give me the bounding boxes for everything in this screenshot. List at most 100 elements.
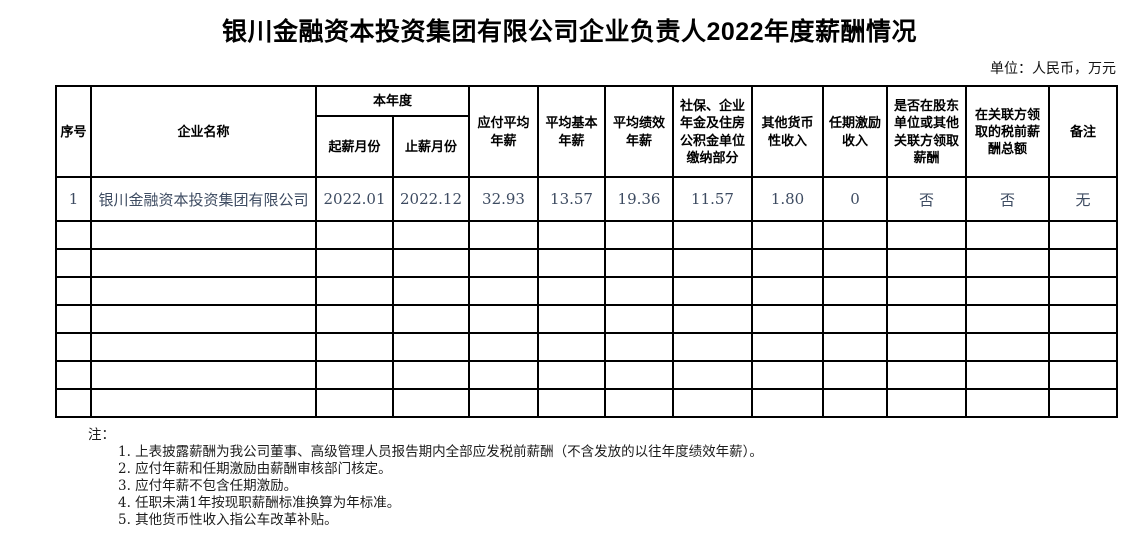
empty-cell: [55, 388, 92, 418]
footnotes-label: 注：: [88, 427, 115, 443]
empty-cell: [965, 360, 1051, 390]
empty-cell: [468, 220, 540, 250]
empty-cell: [751, 220, 825, 250]
empty-cell: [90, 360, 317, 390]
empty-cell: [751, 276, 825, 306]
header-avg-performance-annual-salary: 平均绩效年薪: [604, 85, 675, 178]
empty-cell: [672, 276, 754, 306]
empty-cell: [55, 360, 92, 390]
empty-table-row: [55, 276, 1119, 306]
empty-cell: [315, 388, 394, 418]
empty-cell: [468, 388, 540, 418]
empty-cell: [468, 360, 540, 390]
empty-cell: [537, 388, 607, 418]
header-avg-basic-annual-salary: 平均基本年薪: [537, 85, 607, 178]
empty-cell: [55, 304, 92, 334]
empty-cell: [751, 248, 825, 278]
empty-cell: [751, 388, 825, 418]
empty-cell: [90, 276, 317, 306]
header-payable-avg-annual-salary: 应付平均年薪: [468, 85, 540, 178]
empty-cell: [537, 332, 607, 362]
empty-cell: [604, 220, 675, 250]
empty-cell: [537, 248, 607, 278]
cell-social-insurance: 11.57: [672, 176, 754, 222]
empty-table-row: [55, 388, 1119, 418]
footnote-item: 3. 应付年薪不包含任期激励。: [118, 478, 298, 494]
table-row: 1 银川金融资本投资集团有限公司 2022.01 2022.12 32.93 1…: [55, 176, 1119, 222]
empty-cell: [55, 248, 92, 278]
empty-cell: [537, 360, 607, 390]
empty-cell: [672, 304, 754, 334]
empty-cell: [315, 332, 394, 362]
empty-cell: [315, 304, 394, 334]
empty-cell: [751, 332, 825, 362]
empty-cell: [537, 304, 607, 334]
empty-cell: [822, 220, 889, 250]
cell-end-month: 2022.12: [391, 176, 471, 222]
empty-cell: [822, 360, 889, 390]
empty-cell: [822, 388, 889, 418]
empty-table-row: [55, 304, 1119, 334]
empty-cell: [672, 248, 754, 278]
empty-cell: [886, 304, 968, 334]
footnotes: 注： 1. 上表披露薪酬为我公司董事、高级管理人员报告期内全部应发税前薪酬（不含…: [88, 427, 1139, 529]
empty-cell: [90, 388, 317, 418]
empty-cell: [751, 304, 825, 334]
cell-tenure-incentive: 0: [822, 176, 889, 222]
empty-cell: [822, 276, 889, 306]
empty-cell: [604, 360, 675, 390]
empty-cell: [672, 332, 754, 362]
header-other-monetary-income: 其他货币性收入: [751, 85, 825, 178]
empty-cell: [55, 332, 92, 362]
unit-label: 单位：人民币，万元: [990, 61, 1116, 77]
footnote-item: 2. 应付年薪和任期激励由薪酬审核部门核定。: [118, 461, 392, 477]
header-salary-start-month: 起薪月份: [315, 115, 394, 178]
empty-cell: [886, 360, 968, 390]
empty-cell: [672, 388, 754, 418]
cell-related-pretax: 否: [965, 176, 1051, 222]
header-social-insurance-contribution: 社保、企业年金及住房公积金单位缴纳部分: [672, 85, 754, 178]
empty-table-row: [55, 360, 1119, 390]
empty-table-row: [55, 332, 1119, 362]
header-pay-from-shareholder: 是否在股东单位或其他关联方领取薪酬: [886, 85, 968, 178]
empty-cell: [315, 248, 394, 278]
cell-company: 银川金融资本投资集团有限公司: [90, 176, 317, 222]
empty-cell: [965, 304, 1051, 334]
empty-cell: [822, 304, 889, 334]
empty-cell: [604, 332, 675, 362]
header-company-name: 企业名称: [90, 85, 317, 178]
cell-avg-performance: 19.36: [604, 176, 675, 222]
cell-payable-avg: 32.93: [468, 176, 540, 222]
header-pretax-pay-from-related-party: 在关联方领取的税前薪酬总额: [965, 85, 1051, 178]
empty-cell: [55, 220, 92, 250]
header-seq-no: 序号: [55, 85, 92, 178]
empty-cell: [55, 276, 92, 306]
empty-cell: [90, 332, 317, 362]
empty-cell: [391, 248, 471, 278]
cell-seq: 1: [55, 176, 92, 222]
header-remarks: 备注: [1048, 85, 1119, 178]
empty-cell: [391, 276, 471, 306]
empty-cell: [1048, 248, 1119, 278]
empty-cell: [90, 248, 317, 278]
empty-cell: [886, 332, 968, 362]
empty-cell: [965, 332, 1051, 362]
empty-cell: [315, 220, 394, 250]
empty-cell: [1048, 276, 1119, 306]
empty-cell: [90, 220, 317, 250]
salary-table: 序号 企业名称 本年度 应付平均年薪 平均基本年薪 平均绩效年薪 社保、企业年金…: [55, 85, 1119, 418]
empty-cell: [672, 220, 754, 250]
table-body: 1 银川金融资本投资集团有限公司 2022.01 2022.12 32.93 1…: [55, 176, 1119, 418]
empty-cell: [604, 276, 675, 306]
footnote-item: 1. 上表披露薪酬为我公司董事、高级管理人员报告期内全部应发税前薪酬（不含发放的…: [118, 444, 763, 460]
empty-cell: [822, 248, 889, 278]
cell-shareholder-pay: 否: [886, 176, 968, 222]
empty-cell: [315, 360, 394, 390]
empty-cell: [468, 276, 540, 306]
empty-cell: [1048, 304, 1119, 334]
header-tenure-incentive-income: 任期激励收入: [822, 85, 889, 178]
empty-cell: [391, 304, 471, 334]
empty-cell: [391, 388, 471, 418]
empty-cell: [886, 388, 968, 418]
empty-cell: [1048, 388, 1119, 418]
